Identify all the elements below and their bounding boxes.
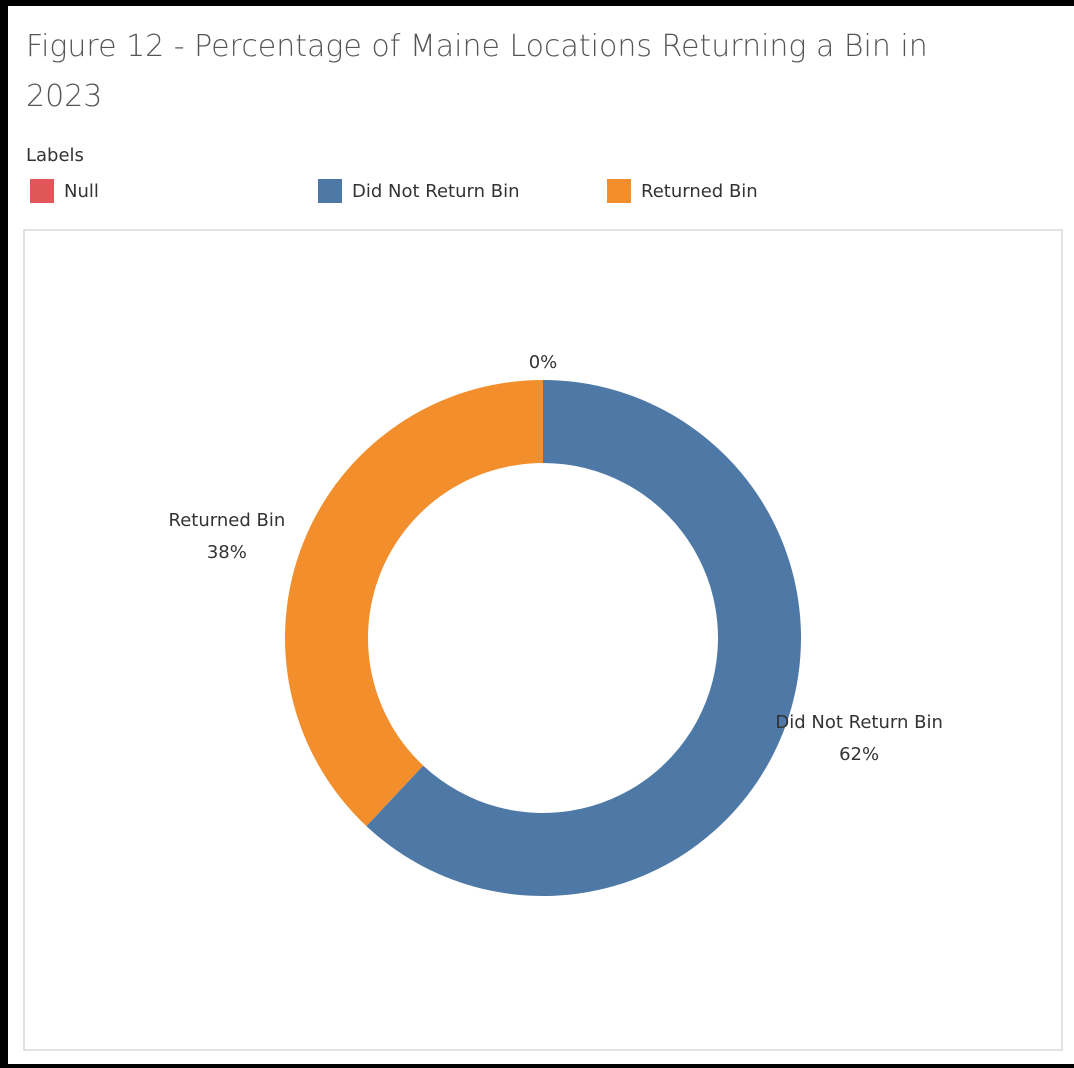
legend-swatch [30,179,54,203]
slice-label-value: 38% [207,542,247,563]
donut-slice [285,380,543,827]
plot-panel [23,229,1063,1051]
legend-title: Labels [26,145,84,166]
chart-title: Figure 12 - Percentage of Maine Location… [26,29,928,114]
legend-label: Did Not Return Bin [352,181,519,202]
legend-label: Returned Bin [641,181,758,202]
slice-label-value: 0% [529,352,558,373]
donut-slice [366,380,801,896]
legend-swatch [318,179,342,203]
slice-label-name: Did Not Return Bin [775,712,942,733]
legend-label: Null [64,181,99,202]
slice-label-value: 62% [839,744,879,765]
legend-swatch [607,179,631,203]
slice-label-name: Returned Bin [169,510,286,531]
